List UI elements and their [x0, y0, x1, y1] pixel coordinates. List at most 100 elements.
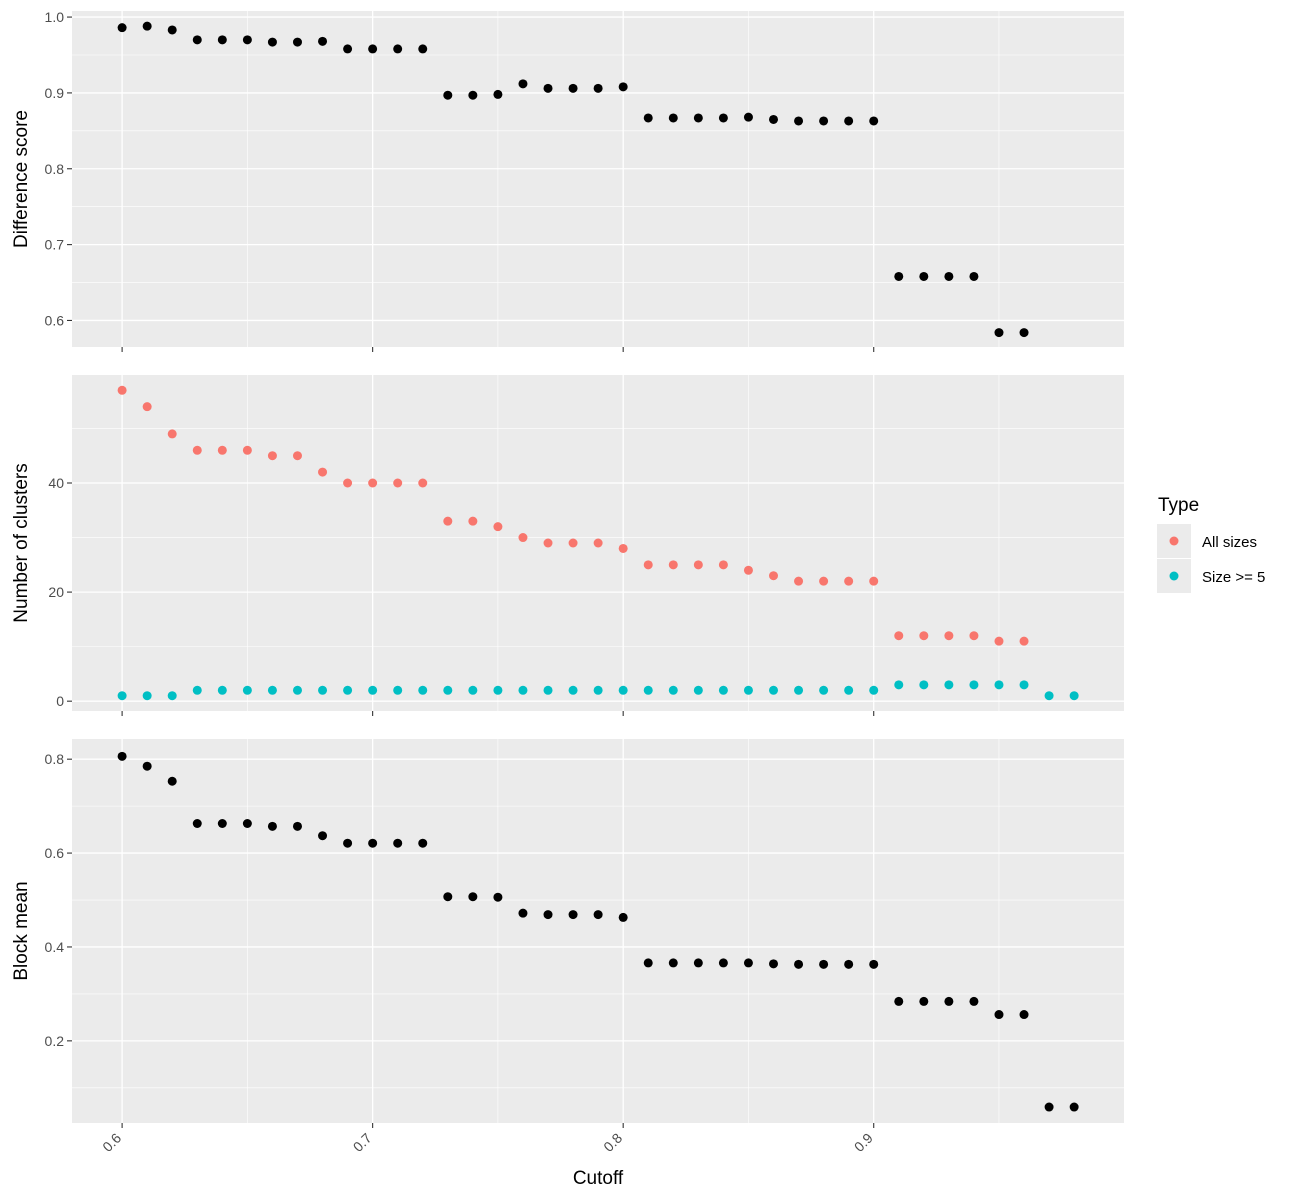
data-point-panel1-series1	[894, 271, 904, 281]
data-point-panel3-series1	[267, 821, 277, 831]
data-point-panel2-series2	[568, 685, 578, 695]
data-point-panel2-series1	[869, 576, 879, 586]
data-point-panel2-series2	[643, 685, 653, 695]
y-tick-label: 0.2	[45, 1033, 65, 1049]
data-point-panel1-series1	[292, 37, 302, 47]
data-point-panel1-series1	[643, 113, 653, 123]
data-point-panel3-series1	[1069, 1102, 1079, 1112]
data-point-panel3-series1	[1019, 1010, 1029, 1020]
data-point-panel2-series1	[493, 522, 503, 532]
data-point-panel1-series1	[343, 44, 353, 54]
data-point-panel2-series2	[869, 685, 879, 695]
data-point-panel2-series2	[468, 685, 478, 695]
data-point-panel2-series2	[944, 680, 954, 690]
data-point-panel1-series1	[668, 113, 678, 123]
data-point-panel3-series1	[969, 996, 979, 1006]
legend-label-size-ge-5: Size >= 5	[1202, 569, 1265, 586]
data-point-panel2-series1	[393, 478, 403, 488]
data-point-panel1-series1	[543, 83, 553, 93]
data-point-panel2-series1	[318, 467, 328, 477]
x-axis-title: Cutoff	[573, 1168, 624, 1189]
data-point-panel1-series1	[418, 44, 428, 54]
data-point-panel2-series1	[994, 636, 1004, 646]
data-point-panel2-series1	[142, 402, 152, 412]
data-point-panel1-series1	[267, 37, 277, 47]
data-point-panel2-series2	[894, 680, 904, 690]
data-point-panel2-series2	[819, 685, 829, 695]
data-point-panel1-series1	[568, 83, 578, 93]
data-point-panel1-series1	[493, 89, 503, 99]
data-point-panel2-series1	[568, 538, 578, 548]
data-point-panel3-series1	[192, 818, 202, 828]
data-point-panel1-series1	[994, 328, 1004, 338]
data-point-panel3-series1	[769, 959, 779, 969]
data-point-panel3-series1	[318, 831, 328, 841]
data-point-panel3-series1	[543, 910, 553, 920]
data-point-panel3-series1	[593, 910, 603, 920]
data-point-panel2-series2	[418, 685, 428, 695]
x-tick-label: 0.6	[99, 1130, 124, 1155]
y-tick-label: 20	[48, 584, 64, 600]
y-tick-label: 0.4	[45, 939, 65, 955]
data-point-panel2-series2	[343, 685, 353, 695]
data-point-panel2-series2	[318, 685, 328, 695]
legend-label-all-sizes: All sizes	[1202, 534, 1257, 551]
data-point-panel1-series1	[1019, 328, 1029, 338]
panel-3: 0.6 0.7 0.8 0.9 0.2 0.4 0.6 0.8 Block mean	[11, 739, 1124, 1155]
data-point-panel2-series2	[242, 685, 252, 695]
data-point-panel1-series1	[919, 271, 929, 281]
data-point-panel2-series2	[844, 685, 854, 695]
data-point-panel2-series1	[242, 445, 252, 455]
y-tick-label: 0	[56, 693, 64, 709]
data-point-panel2-series1	[217, 445, 227, 455]
data-point-panel2-series1	[1019, 636, 1029, 646]
data-point-panel3-series1	[117, 751, 127, 761]
data-point-panel3-series1	[618, 912, 628, 922]
data-point-panel3-series1	[743, 958, 753, 968]
data-point-panel3-series1	[718, 958, 728, 968]
data-point-panel2-series1	[418, 478, 428, 488]
data-point-panel3-series1	[1044, 1102, 1054, 1112]
data-point-panel2-series2	[1019, 680, 1029, 690]
panel-background	[72, 739, 1124, 1123]
y-axis-title: Difference score	[11, 110, 32, 248]
data-point-panel3-series1	[568, 910, 578, 920]
data-point-panel3-series1	[844, 959, 854, 969]
legend-key-size-ge-5	[1169, 571, 1179, 581]
data-point-panel2-series2	[693, 685, 703, 695]
data-point-panel1-series1	[944, 271, 954, 281]
data-point-panel3-series1	[343, 838, 353, 848]
x-tick-label: 0.7	[350, 1130, 375, 1155]
data-point-panel2-series2	[167, 691, 177, 701]
data-point-panel2-series2	[493, 685, 503, 695]
data-point-panel2-series2	[443, 685, 453, 695]
data-point-panel3-series1	[393, 838, 403, 848]
data-point-panel3-series1	[894, 996, 904, 1006]
y-tick-label: 0.9	[45, 85, 65, 101]
data-point-panel2-series1	[969, 631, 979, 641]
data-point-panel2-series1	[117, 385, 127, 395]
data-point-panel2-series2	[267, 685, 277, 695]
data-point-panel3-series1	[994, 1010, 1004, 1020]
y-tick-label: 40	[48, 475, 64, 491]
legend-key-all-sizes	[1169, 536, 1179, 546]
x-tick-label: 0.9	[851, 1130, 876, 1155]
data-point-panel2-series1	[468, 516, 478, 526]
data-point-panel1-series1	[743, 112, 753, 122]
data-point-panel2-series1	[693, 560, 703, 570]
data-point-panel3-series1	[493, 892, 503, 902]
panel-2: 0 20 40 Number of clusters	[11, 375, 1124, 716]
data-point-panel3-series1	[217, 818, 227, 828]
data-point-panel2-series1	[944, 631, 954, 641]
data-point-panel1-series1	[318, 36, 328, 46]
data-point-panel2-series2	[192, 685, 202, 695]
data-point-panel2-series1	[718, 560, 728, 570]
data-point-panel3-series1	[167, 776, 177, 786]
data-point-panel3-series1	[443, 892, 453, 902]
data-point-panel2-series2	[919, 680, 929, 690]
y-tick-label: 0.6	[45, 312, 65, 328]
data-point-panel2-series1	[844, 576, 854, 586]
data-point-panel2-series1	[794, 576, 804, 586]
data-point-panel2-series2	[593, 685, 603, 695]
data-point-panel3-series1	[919, 996, 929, 1006]
